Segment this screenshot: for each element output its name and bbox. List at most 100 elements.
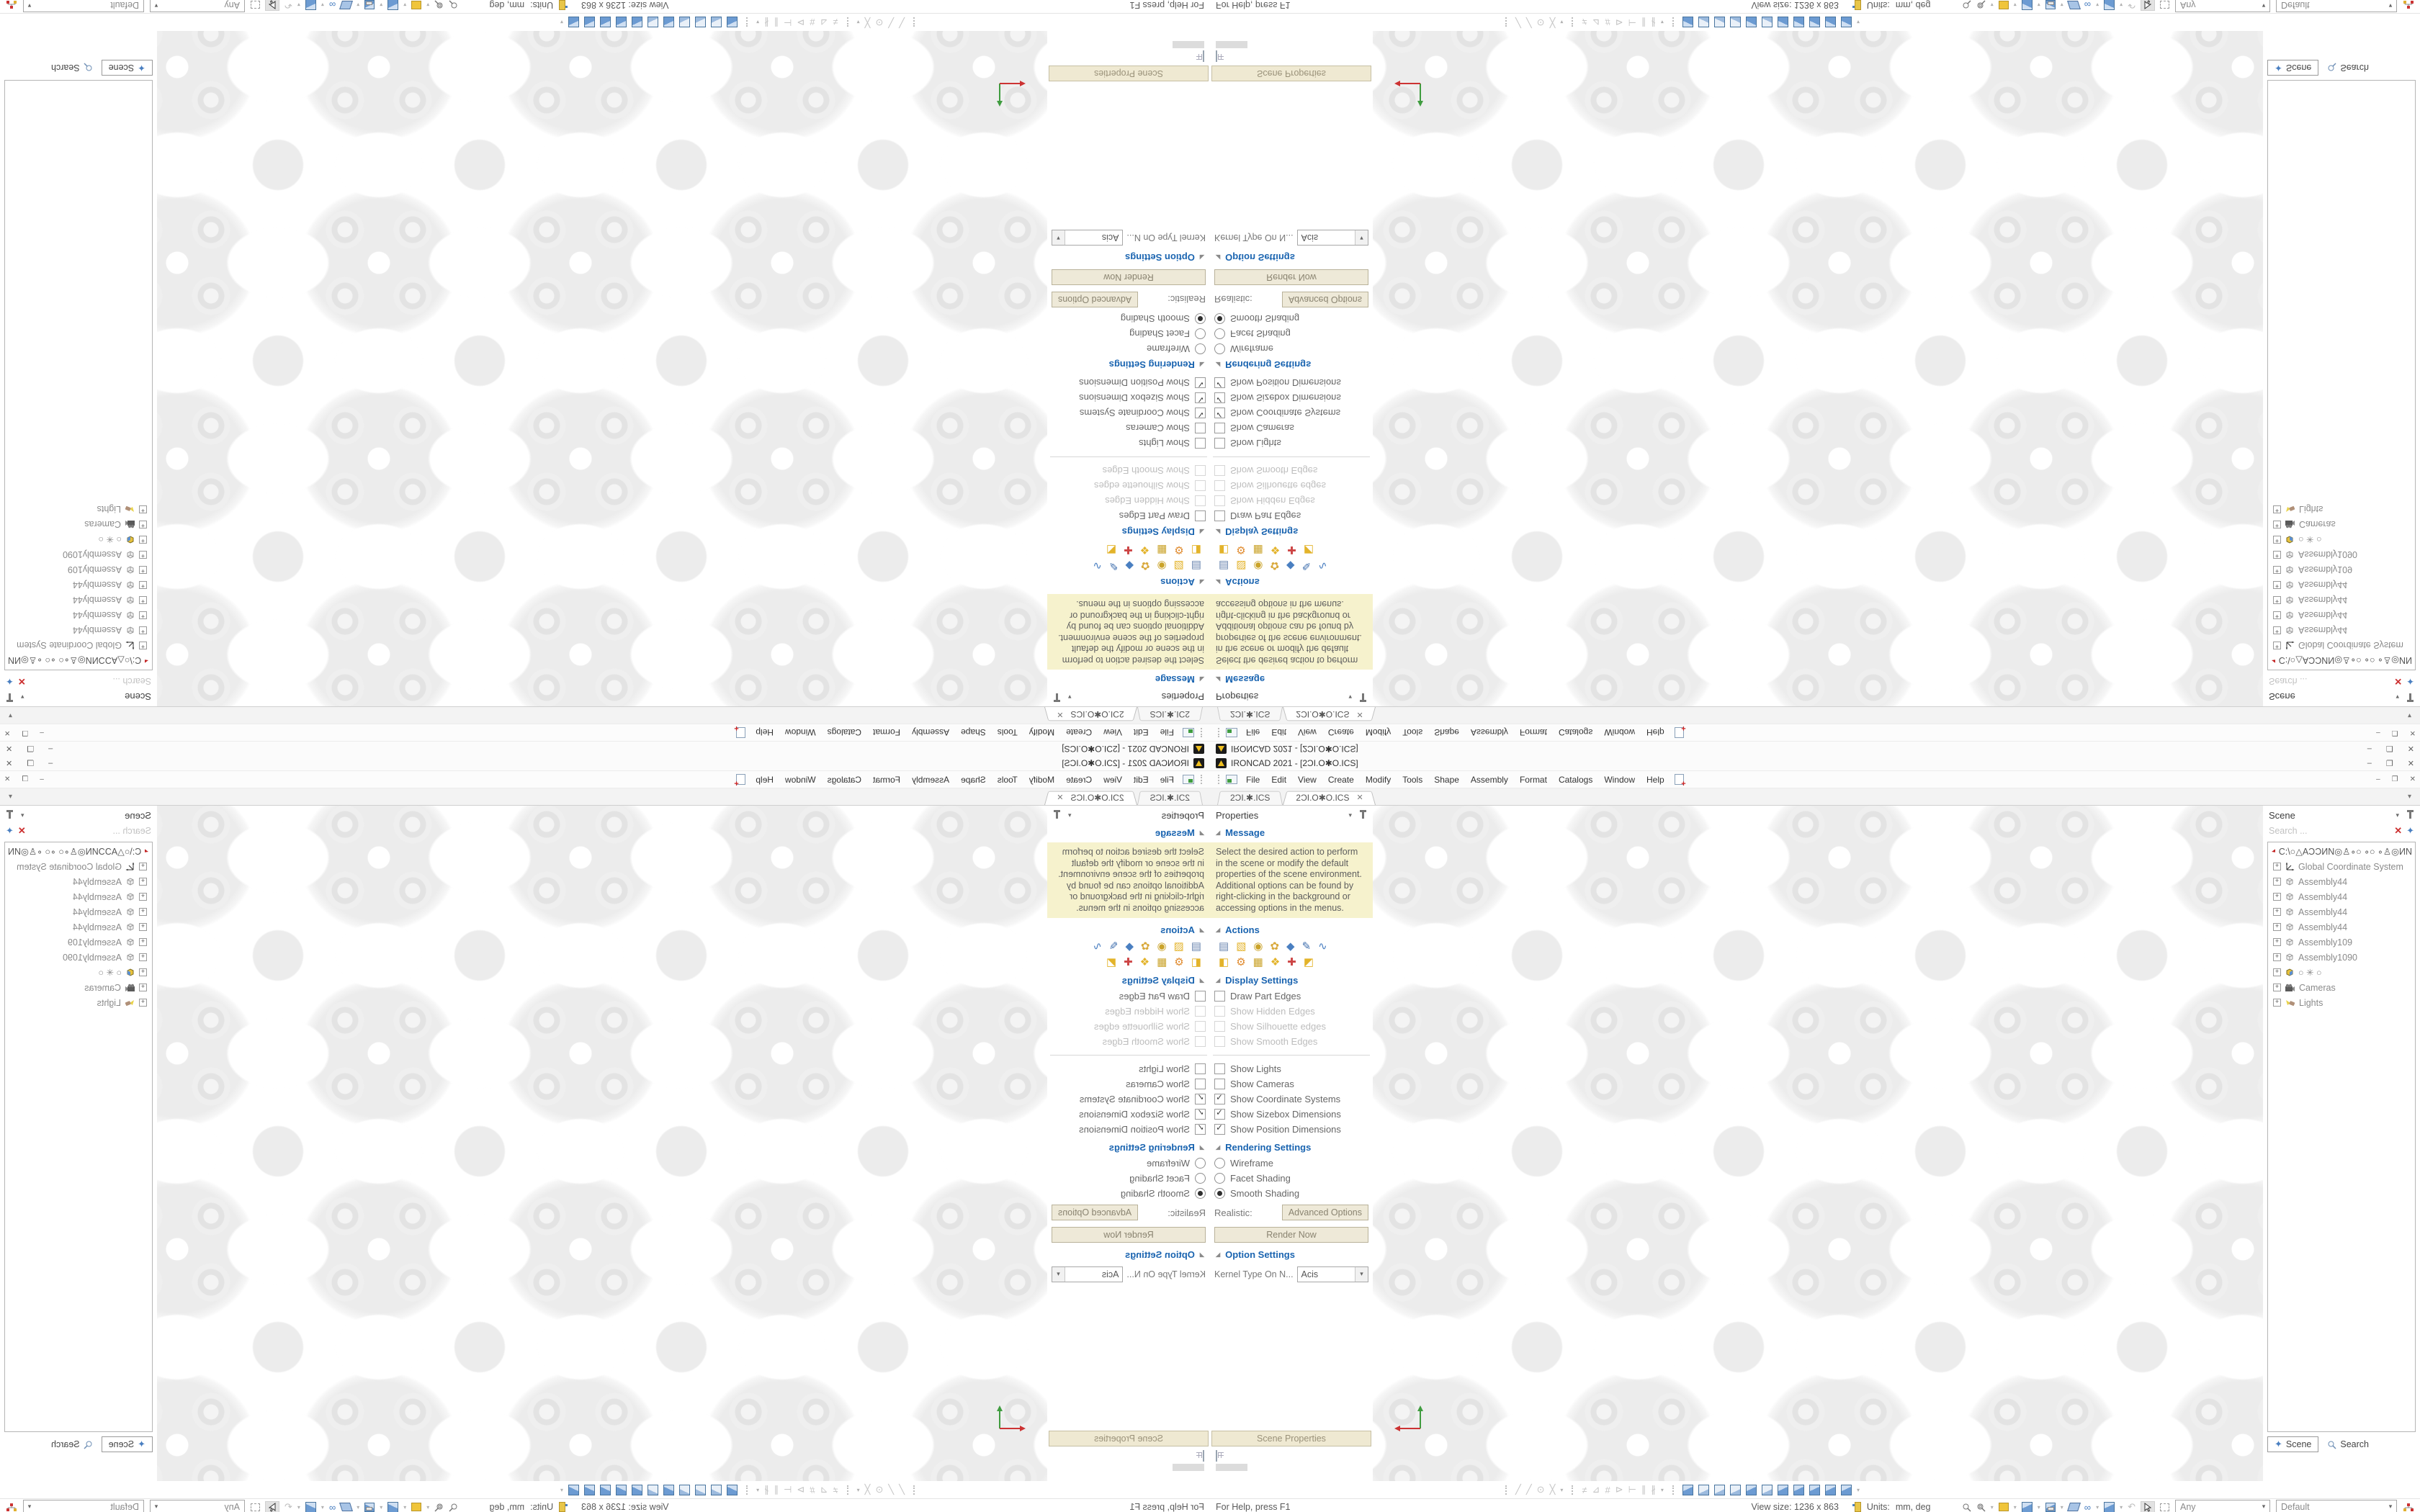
tree-row-assembly109[interactable]: + Assembly109 (5, 562, 152, 577)
configuration-select[interactable]: Default ▾ (2276, 0, 2397, 13)
menu-edit[interactable]: Edit (1133, 774, 1149, 785)
tree-row-part[interactable]: + ○ ✳ ○ (5, 965, 152, 980)
document-tab-1[interactable]: 2ƆI.✱.ICS (1137, 790, 1203, 805)
checkbox-icon[interactable]: ✓ (1214, 377, 1225, 390)
tab-overflow-icon[interactable]: ▾ (9, 711, 13, 719)
search-input[interactable]: Search ... (2269, 826, 2308, 836)
menu-help[interactable]: Help (756, 774, 774, 785)
tree-row-lights[interactable]: + Lights (2268, 995, 2415, 1010)
view-cube-left-icon[interactable] (679, 17, 691, 28)
expand-icon[interactable]: + (2273, 953, 2281, 961)
angle-dim-tool-icon[interactable]: ∦ (1651, 17, 1656, 28)
view-cube-iso-icon[interactable] (1682, 1484, 1693, 1495)
chevron-down-icon[interactable]: ▾ (154, 2, 158, 10)
radio-icon-selected[interactable] (1214, 313, 1225, 324)
radio-icon[interactable] (1214, 1173, 1225, 1184)
tree-row-assembly44-3[interactable]: + Assembly44 (2268, 904, 2415, 919)
view-cube-left-icon[interactable] (1729, 17, 1741, 28)
edit-sketch-icon[interactable]: ✎ (1108, 940, 1119, 953)
sheet-metal-icon[interactable]: ◩ (1106, 544, 1117, 556)
panel-menu-icon[interactable]: ▾ (2396, 811, 2399, 819)
expand-icon[interactable]: + (2273, 999, 2281, 1007)
menu-catalogs[interactable]: Catalogs (1558, 774, 1593, 785)
radio-icon-selected[interactable] (1214, 1188, 1225, 1199)
menu-format[interactable]: Format (873, 774, 901, 785)
checkbox-show-sizebox-dimensions[interactable]: ✓ Show Sizebox Dimensions (1079, 392, 1206, 405)
radio-facet-shading[interactable]: Facet Shading (1047, 326, 1210, 341)
menu-format[interactable]: Format (1519, 727, 1547, 738)
checkbox-show-position-dimensions[interactable]: ✓ Show Position Dimensions (1214, 1122, 1341, 1135)
restore-button[interactable]: ❐ (27, 759, 35, 768)
section-display-settings[interactable]: ◢ Display Settings (1216, 526, 1299, 537)
panel-menu-icon[interactable]: ▾ (2396, 693, 2399, 701)
parallel-dim-tool-icon[interactable]: ∥ (1641, 17, 1646, 28)
restore-button[interactable]: ❐ (2385, 759, 2393, 768)
view-cube-iso5-icon[interactable] (568, 17, 580, 28)
tree-row-assembly1090[interactable]: + Assembly1090 (2268, 950, 2415, 965)
view-cube-icon[interactable] (387, 1501, 399, 1512)
radio-icon[interactable] (1214, 343, 1225, 354)
section-rendering-settings[interactable]: ◢ Rendering Settings (1108, 359, 1204, 370)
view-cube-front-icon[interactable] (1698, 1484, 1709, 1495)
toolbar-grip[interactable] (1201, 728, 1202, 737)
config-network-icon[interactable] (6, 1, 17, 9)
section-option-settings[interactable]: ◢ Option Settings (1125, 1249, 1204, 1260)
grid-tool-icon[interactable]: # (810, 17, 815, 28)
panel-menu-icon[interactable]: ▾ (21, 693, 24, 701)
ellipse-tool-icon[interactable]: ╳ (864, 1484, 871, 1495)
undo-view-icon[interactable]: ↶ (2128, 1501, 2136, 1512)
chevron-down-icon[interactable]: ▾ (426, 1, 430, 9)
view-cube-iso2-icon[interactable] (1793, 1484, 1804, 1495)
kernel-type-select[interactable]: Acis ▾ (1052, 1266, 1124, 1282)
chevron-down-icon[interactable]: ▾ (27, 1502, 32, 1510)
coordinate-system-icon[interactable]: ✚ (1287, 956, 1296, 968)
checkbox-icon[interactable] (1214, 438, 1225, 449)
child-restore-button[interactable]: ❐ (22, 775, 29, 783)
menu-assembly[interactable]: Assembly (1470, 774, 1508, 785)
radio-wireframe[interactable]: Wireframe (1210, 1156, 1373, 1171)
chevron-down-icon[interactable]: ▾ (321, 1503, 324, 1511)
checkbox-icon[interactable] (1195, 510, 1206, 521)
camera-box-icon[interactable] (411, 1503, 422, 1511)
tree-row-assembly109[interactable]: + Assembly109 (2268, 935, 2415, 950)
panel-menu-icon[interactable]: ▾ (1068, 693, 1072, 701)
arrow-tool-icon[interactable]: ⊳ (797, 17, 805, 28)
search-input[interactable]: Search ... (112, 826, 152, 836)
extrude-shape-icon[interactable]: ▧ (1236, 940, 1247, 953)
view-cube-bottom-icon[interactable] (632, 1484, 643, 1495)
chevron-down-icon[interactable]: ▾ (1856, 1486, 1860, 1493)
camera-box-icon[interactable] (1998, 1, 2009, 9)
chevron-down-icon[interactable]: ▾ (2120, 1503, 2123, 1511)
expand-icon[interactable]: + (139, 566, 147, 575)
view-cube-iso-icon[interactable] (1682, 17, 1693, 28)
scene-browser-icon[interactable]: ▤ (1191, 940, 1201, 953)
tree-row-assembly44-2[interactable]: + Assembly44 (2268, 889, 2415, 904)
tree-row-assembly44-3[interactable]: + Assembly44 (5, 593, 152, 608)
document-tab-1[interactable]: 2ƆI.✱.ICS (1137, 707, 1203, 722)
view-cube-top-icon[interactable] (1761, 1484, 1773, 1495)
radio-icon[interactable] (1195, 328, 1206, 339)
block-tools-icon[interactable]: ❖ (1139, 544, 1150, 556)
checkbox-show-position-dimensions[interactable]: ✓ Show Position Dimensions (1079, 1122, 1206, 1135)
view-cube-bottom-icon[interactable] (1777, 17, 1788, 28)
search-input[interactable]: Search ... (2269, 676, 2308, 686)
close-button[interactable]: ✕ (2407, 744, 2414, 753)
menu-create[interactable]: Create (1066, 774, 1093, 785)
chevron-down-icon[interactable]: ▾ (1560, 1486, 1564, 1493)
menu-help[interactable]: Help (1646, 727, 1664, 738)
tree-row-cameras[interactable]: + Cameras (5, 517, 152, 532)
radio-facet-shading[interactable]: Facet Shading (1210, 326, 1373, 341)
filter-icon[interactable]: ✦ (2406, 676, 2414, 687)
view-cube-iso4-icon[interactable] (1824, 1484, 1836, 1495)
toolbar-grip[interactable] (1672, 1485, 1674, 1495)
expand-icon[interactable]: + (139, 953, 147, 961)
view-cube-left-icon[interactable] (679, 1484, 691, 1495)
menu-file[interactable]: File (1246, 727, 1260, 738)
extrude-shape-icon[interactable]: ▧ (1173, 940, 1184, 953)
checkbox-show-sizebox-dimensions[interactable]: ✓ Show Sizebox Dimensions (1079, 1107, 1206, 1120)
mdi-child-icon[interactable] (1183, 775, 1194, 784)
view-cube-iso2-icon[interactable] (616, 1484, 627, 1495)
pin-icon[interactable] (1360, 810, 1366, 819)
chevron-down-icon[interactable]: ▾ (2120, 1, 2123, 9)
expand-icon[interactable]: + (139, 877, 147, 886)
